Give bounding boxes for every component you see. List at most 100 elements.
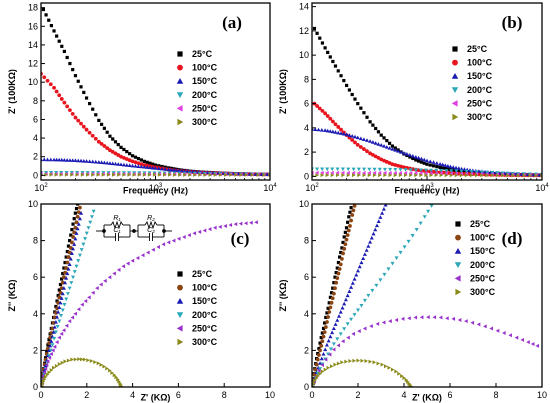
data-point — [68, 61, 72, 66]
data-point — [425, 162, 429, 166]
data-point — [52, 344, 57, 349]
data-point — [140, 253, 145, 258]
data-point — [57, 362, 62, 367]
data-point — [53, 310, 58, 315]
data-point — [127, 158, 132, 163]
data-point — [55, 315, 60, 319]
data-point — [178, 172, 182, 177]
data-point — [335, 276, 340, 281]
x-tick-label: 4 — [401, 390, 406, 400]
data-point — [56, 293, 60, 298]
data-point — [57, 39, 61, 43]
data-point — [218, 224, 222, 229]
data-point — [224, 172, 228, 177]
y-tick-label: 2 — [304, 345, 309, 355]
data-point — [343, 297, 348, 302]
legend-entry: 100°C — [470, 233, 496, 243]
data-point — [383, 204, 388, 207]
data-point — [397, 371, 401, 376]
data-point — [176, 168, 181, 173]
data-point — [198, 172, 202, 177]
data-point — [76, 118, 81, 123]
data-point — [331, 286, 335, 290]
data-point — [382, 170, 387, 175]
data-point — [345, 293, 350, 298]
data-point — [315, 170, 319, 175]
data-point — [94, 113, 98, 117]
data-point — [356, 102, 360, 106]
data-point — [323, 325, 328, 329]
legend-marker — [176, 297, 184, 304]
x-tick-label: 4 — [130, 390, 135, 400]
data-point — [406, 379, 410, 384]
data-point — [106, 172, 111, 177]
series-300°C — [41, 357, 124, 387]
data-point — [45, 78, 50, 83]
data-point — [511, 173, 515, 178]
data-point — [122, 155, 126, 160]
data-point — [425, 158, 429, 163]
data-point — [244, 172, 249, 177]
data-point — [318, 348, 322, 353]
data-point — [316, 374, 320, 379]
data-point — [132, 172, 137, 177]
data-point — [114, 375, 118, 380]
data-point — [73, 74, 78, 78]
legend-marker — [455, 221, 461, 227]
legend-entry: 25°C — [192, 269, 213, 279]
data-point — [356, 167, 361, 172]
data-point — [107, 161, 112, 165]
data-point — [416, 155, 421, 160]
data-point — [79, 248, 84, 252]
data-point — [203, 172, 207, 177]
data-point — [378, 215, 383, 219]
legend-marker — [452, 113, 459, 121]
data-point — [343, 242, 348, 247]
data-point — [229, 172, 233, 177]
data-point — [526, 340, 530, 345]
legend-entry: 150°C — [192, 296, 218, 306]
data-point — [112, 172, 116, 177]
data-point — [107, 275, 112, 280]
x-tick-label: 104 — [263, 183, 277, 193]
data-point — [376, 142, 381, 146]
data-point — [73, 236, 78, 241]
legend-marker — [452, 59, 458, 66]
data-point — [41, 379, 46, 384]
data-point — [313, 378, 317, 383]
data-point — [374, 223, 379, 228]
y-tick-label: 0 — [33, 170, 38, 180]
data-point — [49, 339, 54, 343]
data-point — [373, 141, 378, 145]
data-point — [71, 235, 75, 239]
data-point — [337, 314, 342, 318]
data-point — [336, 343, 341, 348]
data-point — [506, 173, 510, 178]
data-point — [394, 318, 399, 323]
data-point — [136, 164, 141, 168]
data-point — [351, 331, 355, 336]
data-point — [357, 173, 361, 178]
data-point — [379, 143, 384, 147]
data-point — [93, 136, 98, 141]
data-point — [407, 316, 411, 321]
data-point — [350, 281, 355, 285]
data-point — [45, 157, 50, 162]
data-point — [384, 364, 388, 369]
data-point — [326, 365, 331, 370]
data-point — [79, 85, 83, 89]
data-point — [346, 335, 350, 340]
data-point — [80, 357, 84, 362]
data-point — [113, 140, 118, 144]
data-point — [113, 151, 118, 156]
data-point — [444, 173, 449, 178]
y-axis-label: Z'' (KΩ) — [7, 280, 17, 312]
panel-label: (c) — [231, 229, 250, 248]
data-point — [451, 316, 456, 321]
data-point — [320, 41, 325, 45]
data-point — [358, 136, 363, 141]
data-point — [382, 167, 387, 172]
data-point — [490, 173, 495, 178]
data-point — [51, 348, 55, 353]
legend-entry: 250°C — [192, 323, 218, 333]
